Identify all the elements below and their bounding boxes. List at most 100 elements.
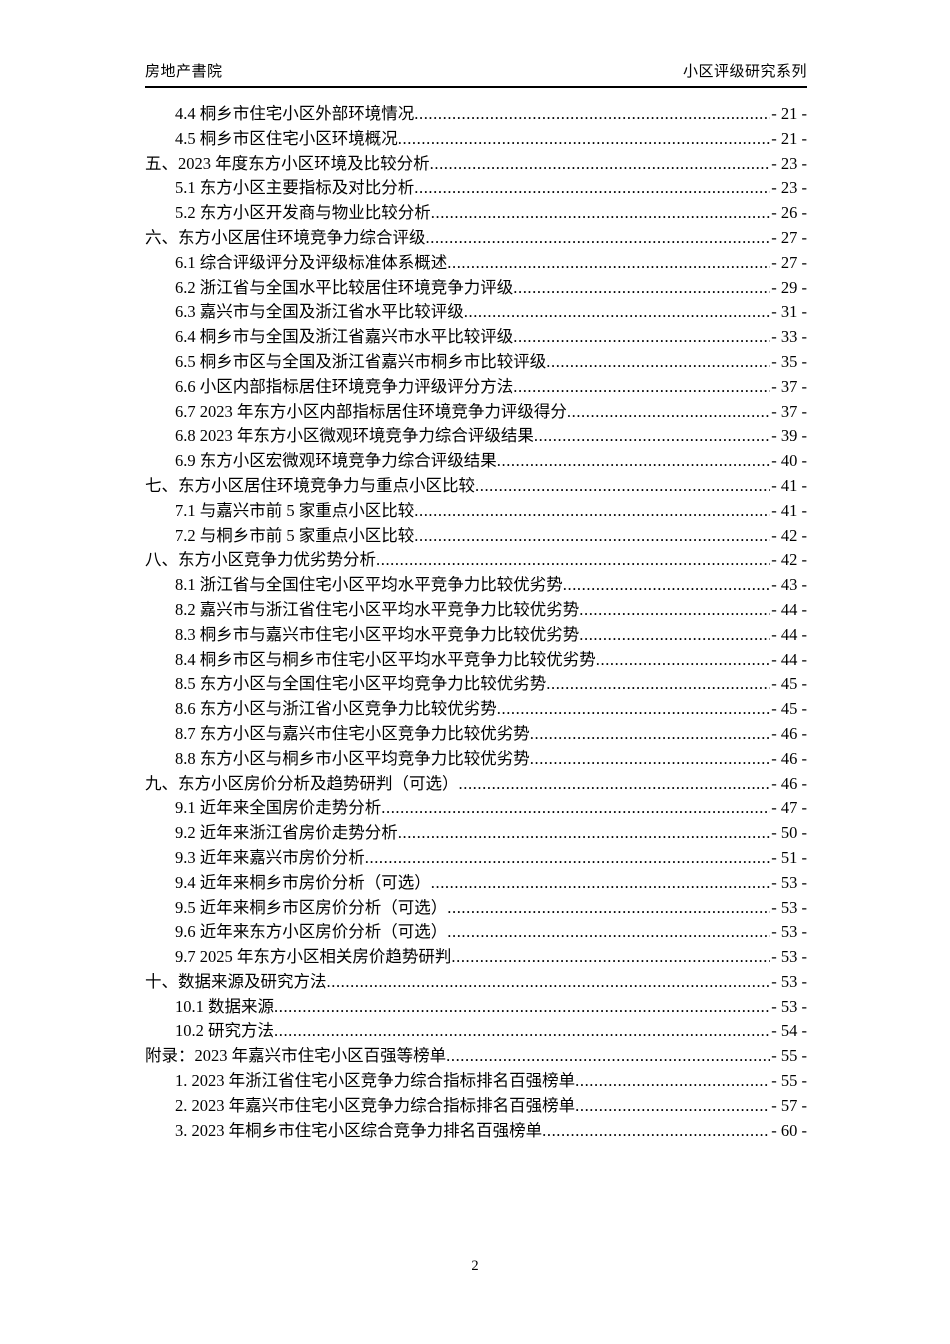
toc-entry[interactable]: 6.3 嘉兴市与全国及浙江省水平比较评级 - 31 -: [145, 300, 807, 325]
toc-entry-label: 6.9 东方小区宏微观环境竞争力综合评级结果: [175, 451, 497, 471]
toc-entry[interactable]: 8.5 东方小区与全国住宅小区平均竞争力比较优劣势 - 45 -: [145, 672, 807, 697]
toc-entry[interactable]: 8.1 浙江省与全国住宅小区平均水平竞争力比较优劣势 - 43 -: [145, 573, 807, 598]
toc-entry[interactable]: 八、东方小区竞争力优劣势分析 - 42 -: [145, 548, 807, 573]
toc-entry[interactable]: 9.7 2025 年东方小区相关房价趋势研判 - 53 -: [145, 945, 807, 970]
toc-entry-label: 七、东方小区居住环境竞争力与重点小区比较: [145, 475, 475, 495]
toc-dot-leader: [530, 747, 771, 772]
toc-entry[interactable]: 8.7 东方小区与嘉兴市住宅小区竞争力比较优劣势 - 46 -: [145, 722, 807, 747]
toc-entry[interactable]: 10.2 研究方法 - 54 -: [145, 1019, 807, 1044]
toc-entry-page: - 41 -: [771, 500, 807, 520]
toc-entry[interactable]: 6.9 东方小区宏微观环境竞争力综合评级结果 - 40 -: [145, 449, 807, 474]
toc-entry-page: - 37 -: [771, 401, 807, 421]
toc-entry-label: 5.2 东方小区开发商与物业比较分析: [175, 203, 431, 223]
toc-entry[interactable]: 6.7 2023 年东方小区内部指标居住环境竞争力评级得分 - 37 -: [145, 400, 807, 425]
toc-entry[interactable]: 8.8 东方小区与桐乡市小区平均竞争力比较优劣势 - 46 -: [145, 747, 807, 772]
toc-entry-page: - 27 -: [771, 227, 807, 247]
toc-entry[interactable]: 4.4 桐乡市住宅小区外部环境情况 - 21 -: [145, 102, 807, 127]
toc-entry[interactable]: 8.6 东方小区与浙江省小区竞争力比较优劣势 - 45 -: [145, 697, 807, 722]
header-right-text: 小区评级研究系列: [682, 64, 807, 80]
toc-entry-page: - 53 -: [771, 971, 807, 991]
toc-entry[interactable]: 9.2 近年来浙江省房价走势分析 - 50 -: [145, 821, 807, 846]
toc-entry[interactable]: 3. 2023 年桐乡市住宅小区综合竞争力排名百强榜单 - 60 -: [145, 1119, 807, 1144]
toc-entry[interactable]: 6.4 桐乡市与全国及浙江省嘉兴市水平比较评级 - 33 -: [145, 325, 807, 350]
toc-entry-label: 8.3 桐乡市与嘉兴市住宅小区平均水平竞争力比较优劣势: [175, 624, 580, 644]
toc-entry[interactable]: 五、2023 年度东方小区环境及比较分析 - 23 -: [145, 152, 807, 177]
page-header: 房地产書院 小区评级研究系列: [145, 60, 807, 88]
toc-entry-page: - 46 -: [771, 723, 807, 743]
toc-dot-leader: [464, 300, 771, 325]
toc-entry[interactable]: 6.1 综合评级评分及评级标准体系概述 - 27 -: [145, 251, 807, 276]
toc-entry-label: 8.6 东方小区与浙江省小区竞争力比较优劣势: [175, 699, 497, 719]
toc-dot-leader: [567, 400, 770, 425]
toc-dot-leader: [575, 1069, 770, 1094]
toc-entry-label: 9.5 近年来桐乡市区房价分析（可选）: [175, 897, 448, 917]
toc-entry[interactable]: 七、东方小区居住环境竞争力与重点小区比较 - 41 -: [145, 474, 807, 499]
toc-entry-page: - 43 -: [771, 575, 807, 595]
toc-dot-leader: [497, 697, 771, 722]
toc-entry-label: 8.2 嘉兴市与浙江省住宅小区平均水平竞争力比较优劣势: [175, 599, 580, 619]
toc-entry-page: - 53 -: [771, 872, 807, 892]
toc-entry-page: - 39 -: [771, 426, 807, 446]
toc-entry[interactable]: 9.5 近年来桐乡市区房价分析（可选） - 53 -: [145, 896, 807, 921]
toc-entry-label: 8.5 东方小区与全国住宅小区平均竞争力比较优劣势: [175, 674, 547, 694]
toc-dot-leader: [451, 945, 770, 970]
toc-entry[interactable]: 10.1 数据来源 - 53 -: [145, 995, 807, 1020]
toc-entry[interactable]: 2. 2023 年嘉兴市住宅小区竞争力综合指标排名百强榜单 - 57 -: [145, 1094, 807, 1119]
toc-entry[interactable]: 8.3 桐乡市与嘉兴市住宅小区平均水平竞争力比较优劣势 - 44 -: [145, 623, 807, 648]
toc-entry-page: - 45 -: [771, 674, 807, 694]
toc-entry-page: - 37 -: [771, 376, 807, 396]
toc-entry-page: - 41 -: [771, 475, 807, 495]
toc-entry-label: 6.6 小区内部指标居住环境竞争力评级评分方法: [175, 376, 514, 396]
toc-entry[interactable]: 六、东方小区居住环境竞争力综合评级 - 27 -: [145, 226, 807, 251]
toc-entry[interactable]: 8.4 桐乡市区与桐乡市住宅小区平均水平竞争力比较优劣势 - 44 -: [145, 648, 807, 673]
toc-entry-label: 6.7 2023 年东方小区内部指标居住环境竞争力评级得分: [175, 401, 567, 421]
toc-entry-label: 2. 2023 年嘉兴市住宅小区竞争力综合指标排名百强榜单: [175, 1095, 576, 1115]
toc-entry-label: 附录：2023 年嘉兴市住宅小区百强等榜单: [145, 1046, 447, 1066]
toc-entry-label: 8.8 东方小区与桐乡市小区平均竞争力比较优劣势: [175, 748, 530, 768]
toc-entry[interactable]: 9.3 近年来嘉兴市房价分析 - 51 -: [145, 846, 807, 871]
toc-entry-label: 八、东方小区竞争力优劣势分析: [145, 550, 376, 570]
toc-entry[interactable]: 十、数据来源及研究方法 - 53 -: [145, 970, 807, 995]
toc-entry-page: - 50 -: [771, 823, 807, 843]
toc-entry[interactable]: 7.1 与嘉兴市前 5 家重点小区比较 - 41 -: [145, 499, 807, 524]
toc-entry-label: 6.4 桐乡市与全国及浙江省嘉兴市水平比较评级: [175, 327, 514, 347]
toc-entry-label: 六、东方小区居住环境竞争力综合评级: [145, 227, 426, 247]
toc-entry[interactable]: 9.6 近年来东方小区房价分析（可选） - 53 -: [145, 920, 807, 945]
toc-entry-label: 9.2 近年来浙江省房价走势分析: [175, 823, 398, 843]
toc-entry[interactable]: 6.5 桐乡市区与全国及浙江省嘉兴市桐乡市比较评级 - 35 -: [145, 350, 807, 375]
toc-dot-leader: [398, 127, 771, 152]
toc-entry-page: - 35 -: [771, 351, 807, 371]
toc-entry[interactable]: 9.4 近年来桐乡市房价分析（可选） - 53 -: [145, 871, 807, 896]
toc-entry[interactable]: 九、东方小区房价分析及趋势研判（可选） - 46 -: [145, 772, 807, 797]
toc-dot-leader: [414, 524, 770, 549]
toc-entry[interactable]: 5.1 东方小区主要指标及对比分析 - 23 -: [145, 176, 807, 201]
toc-dot-leader: [376, 548, 770, 573]
toc-entry-label: 4.4 桐乡市住宅小区外部环境情况: [175, 104, 415, 123]
toc-entry-page: - 53 -: [771, 897, 807, 917]
toc-entry[interactable]: 1. 2023 年浙江省住宅小区竞争力综合指标排名百强榜单 - 55 -: [145, 1069, 807, 1094]
toc-entry[interactable]: 9.1 近年来全国房价走势分析 - 47 -: [145, 796, 807, 821]
toc-entry[interactable]: 6.2 浙江省与全国水平比较居住环境竞争力评级 - 29 -: [145, 276, 807, 301]
toc-entry-label: 6.5 桐乡市区与全国及浙江省嘉兴市桐乡市比较评级: [175, 351, 547, 371]
toc-dot-leader: [414, 176, 770, 201]
toc-entry-page: - 55 -: [771, 1071, 807, 1091]
toc-entry[interactable]: 8.2 嘉兴市与浙江省住宅小区平均水平竞争力比较优劣势 - 44 -: [145, 598, 807, 623]
toc-entry-page: - 44 -: [771, 624, 807, 644]
toc-entry[interactable]: 5.2 东方小区开发商与物业比较分析 - 26 -: [145, 201, 807, 226]
toc-entry[interactable]: 6.6 小区内部指标居住环境竞争力评级评分方法 - 37 -: [145, 375, 807, 400]
toc-entry[interactable]: 6.8 2023 年东方小区微观环境竞争力综合评级结果 - 39 -: [145, 424, 807, 449]
toc-entry[interactable]: 7.2 与桐乡市前 5 家重点小区比较 - 42 -: [145, 524, 807, 549]
toc-entry-label: 4.5 桐乡市区住宅小区环境概况: [175, 128, 398, 148]
toc-entry-page: - 21 -: [771, 128, 807, 148]
toc-dot-leader: [579, 623, 770, 648]
toc-entry-page: - 53 -: [771, 996, 807, 1016]
toc-entry-page: - 57 -: [771, 1095, 807, 1115]
toc-entry-page: - 40 -: [771, 451, 807, 471]
toc-entry[interactable]: 4.5 桐乡市区住宅小区环境概况 - 21 -: [145, 127, 807, 152]
toc-entry-label: 6.8 2023 年东方小区微观环境竞争力综合评级结果: [175, 426, 534, 446]
toc-entry-page: - 45 -: [771, 699, 807, 719]
toc-entry-page: - 31 -: [771, 302, 807, 322]
toc-dot-leader: [414, 102, 770, 127]
toc-dot-leader: [274, 1019, 770, 1044]
toc-entry[interactable]: 附录：2023 年嘉兴市住宅小区百强等榜单 - 55 -: [145, 1044, 807, 1069]
